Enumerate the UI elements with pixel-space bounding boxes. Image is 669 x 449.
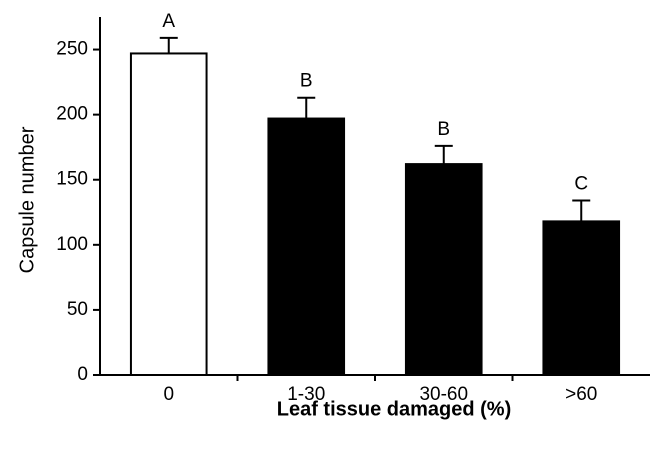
- y-tick-label: 50: [67, 299, 88, 320]
- x-tick-label: >60: [565, 384, 597, 405]
- y-tick-label: 100: [56, 234, 88, 255]
- annotation: A: [162, 11, 175, 32]
- x-tick-label: 0: [163, 384, 174, 405]
- annotation: B: [437, 119, 450, 140]
- y-axis-label: Capsule number: [16, 126, 38, 273]
- x-tick-label: 30-60: [419, 384, 468, 405]
- y-tick-label: 0: [77, 364, 88, 385]
- annotation: B: [300, 71, 313, 92]
- annotation: C: [574, 174, 588, 195]
- y-tick-label: 200: [56, 104, 88, 125]
- bar: [404, 163, 483, 376]
- y-tick-label: 250: [56, 39, 88, 60]
- x-axis-label: Leaf tissue damaged (%): [277, 398, 512, 420]
- y-tick-label: 150: [56, 169, 88, 190]
- bar: [267, 117, 346, 377]
- bar: [542, 220, 621, 376]
- bar: [129, 52, 208, 377]
- x-tick-label: 1-30: [287, 384, 325, 405]
